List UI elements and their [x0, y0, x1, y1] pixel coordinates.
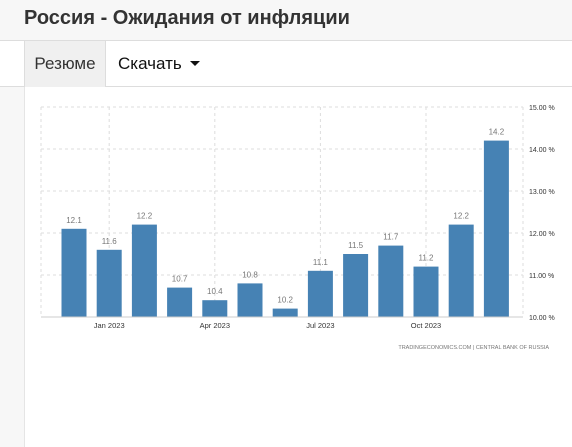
tab-summary[interactable]: Резюме	[24, 40, 106, 88]
y-tick-label: 10.00 %	[529, 315, 555, 322]
bar	[96, 249, 122, 317]
bar	[413, 266, 439, 317]
y-tick-label: 12.00 %	[529, 231, 555, 238]
download-label: Скачать	[118, 54, 182, 73]
page-title: Россия - Ожидания от инфляции	[24, 7, 350, 29]
bar	[167, 287, 193, 317]
tab-bar: Резюме Скачать	[0, 40, 572, 88]
x-tick-label: Jan 2023	[94, 321, 125, 330]
data-label: 14.2	[489, 128, 505, 137]
bar	[202, 300, 228, 317]
x-tick-label: Jul 2023	[306, 321, 334, 330]
bar	[448, 224, 474, 317]
y-tick-label: 14.00 %	[529, 147, 555, 154]
data-label: 12.2	[137, 212, 153, 221]
x-tick-label: Apr 2023	[200, 321, 230, 330]
inflation-expectations-chart: 10.00 % 11.00 % 12.00 % 13.00 % 14.00 % 15.00…	[40, 105, 555, 351]
bar	[378, 245, 404, 317]
data-label: 10.2	[277, 296, 293, 305]
y-tick-label: 11.00 %	[529, 273, 554, 280]
x-tick-label: Oct 2023	[411, 321, 441, 330]
source-note: TRADINGECONOMICS.COM | CENTRAL BANK OF R…	[398, 345, 549, 351]
title-bar: Россия - Ожидания от инфляции	[0, 0, 572, 40]
data-label: 11.7	[383, 233, 399, 242]
data-label: 11.5	[348, 241, 364, 250]
data-label: 12.1	[66, 216, 82, 225]
y-tick-label: 13.00 %	[529, 189, 555, 196]
bar	[272, 308, 298, 317]
chevron-down-icon	[189, 60, 200, 66]
download-dropdown[interactable]: Скачать	[118, 41, 200, 87]
bar	[483, 140, 509, 317]
data-label: 12.2	[453, 212, 469, 221]
bar	[237, 283, 263, 317]
data-label: 10.4	[207, 287, 223, 296]
bar	[307, 270, 333, 317]
data-label: 11.2	[419, 254, 435, 263]
data-label: 10.8	[242, 270, 258, 279]
data-label: 11.6	[102, 237, 118, 246]
data-label: 11.1	[313, 258, 329, 267]
y-tick-label: 15.00 %	[529, 105, 555, 112]
bar	[131, 224, 157, 317]
bar	[61, 228, 87, 317]
chart-panel: 10.00 % 11.00 % 12.00 % 13.00 % 14.00 % 15.00…	[24, 87, 572, 447]
data-label: 10.7	[172, 275, 188, 284]
bar	[343, 254, 369, 317]
